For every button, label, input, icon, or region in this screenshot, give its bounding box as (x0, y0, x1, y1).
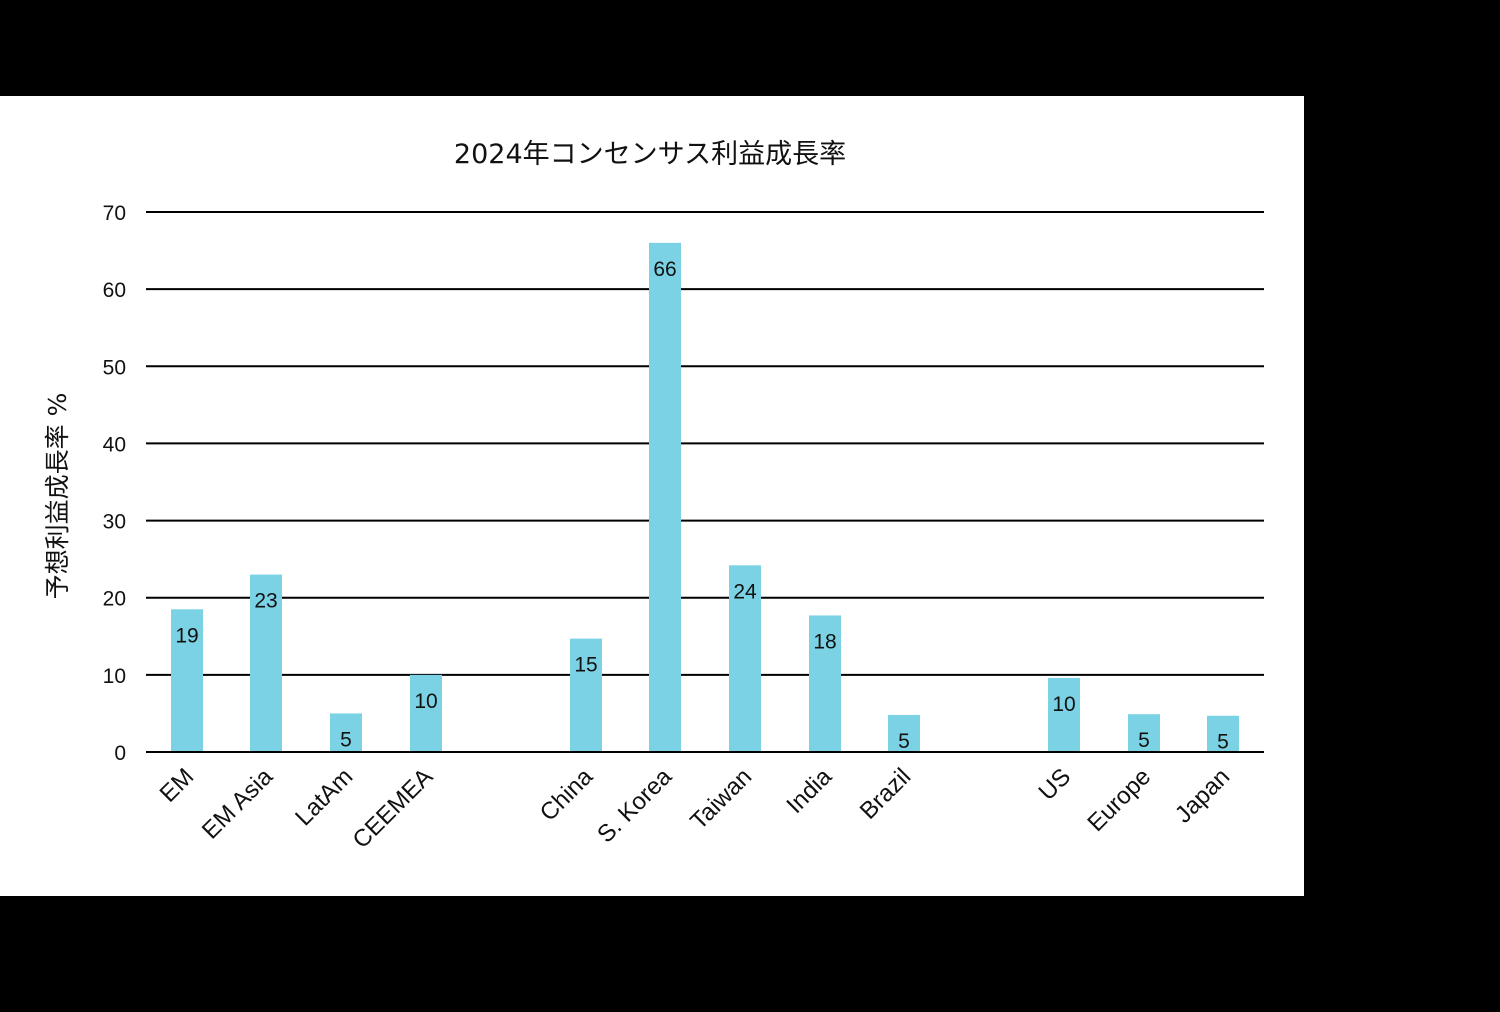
data-label: 23 (254, 590, 277, 613)
data-label: 15 (574, 654, 597, 677)
data-label: 10 (414, 690, 437, 713)
data-label: 18 (813, 630, 836, 653)
x-tick-label: Brazil (855, 763, 917, 825)
chart-title: 2024年コンセンサス利益成長率 (453, 139, 847, 170)
x-tick-label: LatAm (290, 763, 358, 831)
bar (809, 615, 841, 752)
data-label: 5 (340, 728, 352, 751)
x-tick-label: India (781, 763, 837, 819)
bar (649, 242, 681, 752)
x-tick-label: China (535, 763, 599, 827)
y-tick-label: 70 (103, 202, 126, 225)
x-tick-label: CEEMEA (347, 763, 438, 854)
y-tick-label: 40 (103, 433, 126, 456)
data-label: 24 (733, 580, 757, 603)
plot-area: 0 10 20 30 40 50 60 70 19 EM 23 EM Asia 5 LatAm 10 CEEM… (103, 202, 1264, 854)
x-tick-label: Japan (1170, 763, 1235, 828)
y-tick-label: 20 (103, 588, 126, 611)
bar (570, 638, 602, 752)
data-label: 5 (898, 730, 910, 753)
bar (1048, 677, 1080, 752)
data-label: 5 (1138, 729, 1150, 752)
bar (171, 609, 203, 752)
y-tick-label: 30 (103, 511, 126, 534)
y-tick-label: 50 (103, 356, 126, 379)
x-tick-label: Europe (1082, 763, 1156, 837)
bar (330, 713, 362, 752)
y-tick-label: 0 (114, 742, 126, 765)
data-label: 5 (1217, 731, 1229, 754)
x-tick-label: EM (155, 763, 200, 808)
bar (1207, 715, 1239, 752)
x-tick-label: Taiwan (685, 763, 757, 835)
x-tick-label: S. Korea (592, 763, 678, 849)
x-tick-label: US (1034, 763, 1077, 806)
chart-panel: 2024年コンセンサス利益成長率 予想利益成長率 % 0 10 20 30 40 50 60… (0, 96, 1304, 896)
y-tick-label: 60 (103, 279, 126, 302)
data-label: 66 (653, 258, 676, 281)
bar (250, 574, 282, 752)
y-tick-label: 10 (103, 665, 126, 688)
data-label: 19 (175, 624, 198, 647)
bar (729, 565, 761, 752)
bar (410, 674, 442, 752)
bar (888, 714, 920, 752)
data-label: 10 (1052, 693, 1075, 716)
x-tick-label: EM Asia (197, 763, 279, 845)
bar (1128, 714, 1160, 752)
